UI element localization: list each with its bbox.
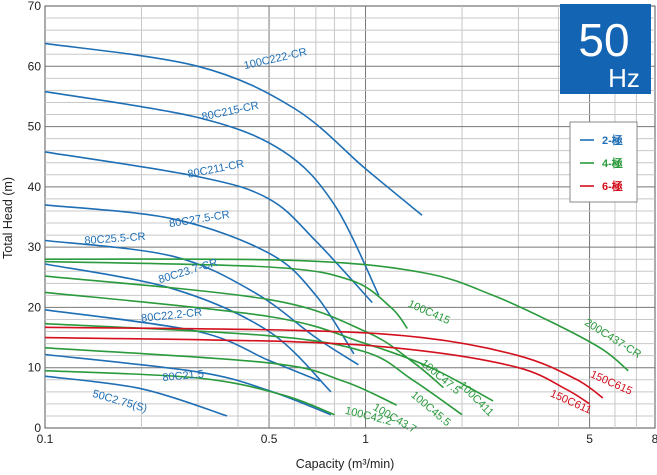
- curve-150c611: [44, 336, 591, 405]
- curve-80c22-2-cr: [44, 309, 321, 382]
- curve-80c211-cr: [44, 151, 373, 304]
- axis-ticks: 0 10 20 30 40 50 60 70 0.1 0.5 1 5 8: [28, 0, 657, 446]
- x-tick-label: 0.5: [261, 432, 278, 446]
- y-tick-label: 0: [34, 421, 41, 435]
- legend-label: 2-極: [602, 133, 623, 147]
- curve-label: 80C25.5-CR: [84, 231, 146, 247]
- y-tick-label: 60: [28, 59, 42, 73]
- curve-100c47-5: [44, 275, 444, 389]
- y-tick-label: 70: [28, 0, 42, 13]
- curve-100c42-2: [44, 369, 335, 416]
- curve-80c23-7-cr: [44, 263, 332, 393]
- frequency-value: 50: [578, 14, 629, 66]
- y-axis-title: Total Head (m): [1, 177, 15, 259]
- y-tick-label: 30: [28, 240, 42, 254]
- y-tick-label: 20: [28, 300, 42, 314]
- curve-100c411: [44, 291, 494, 402]
- curve-80c215-cr: [44, 90, 380, 296]
- curve-150c615: [44, 326, 604, 399]
- plot-area: [44, 5, 656, 429]
- x-tick-label: 5: [586, 432, 593, 446]
- legend-label: 6-極: [602, 179, 623, 193]
- chart-grid: [44, 5, 656, 429]
- curve-100c222-cr: [44, 42, 423, 216]
- legend-label: 4-極: [602, 156, 623, 170]
- curve-50c2-75-s: [44, 375, 228, 417]
- frequency-badge: 50 Hz: [560, 4, 651, 94]
- curve-label: 80C21.5: [162, 368, 204, 384]
- curve-100c43-7: [44, 347, 397, 406]
- curve-80c21-5: [44, 353, 332, 416]
- frequency-badge-bg: [560, 4, 651, 94]
- x-tick-label: 8: [652, 432, 657, 446]
- y-tick-label: 50: [28, 120, 42, 134]
- curve-200c437-cr: [44, 258, 629, 372]
- legend: 2-極 4-極 6-極: [569, 121, 638, 203]
- curve-100c415: [44, 260, 408, 329]
- x-tick-label: 0.1: [37, 432, 54, 446]
- x-axis-title: Capacity (m³/min): [296, 457, 395, 471]
- frequency-unit: Hz: [608, 63, 640, 93]
- performance-curves: [44, 42, 629, 417]
- y-tick-label: 10: [28, 361, 42, 375]
- legend-box: [569, 121, 638, 203]
- curve-80c27-5-cr: [44, 204, 355, 355]
- x-tick-label: 1: [362, 432, 369, 446]
- y-tick-label: 40: [28, 180, 42, 194]
